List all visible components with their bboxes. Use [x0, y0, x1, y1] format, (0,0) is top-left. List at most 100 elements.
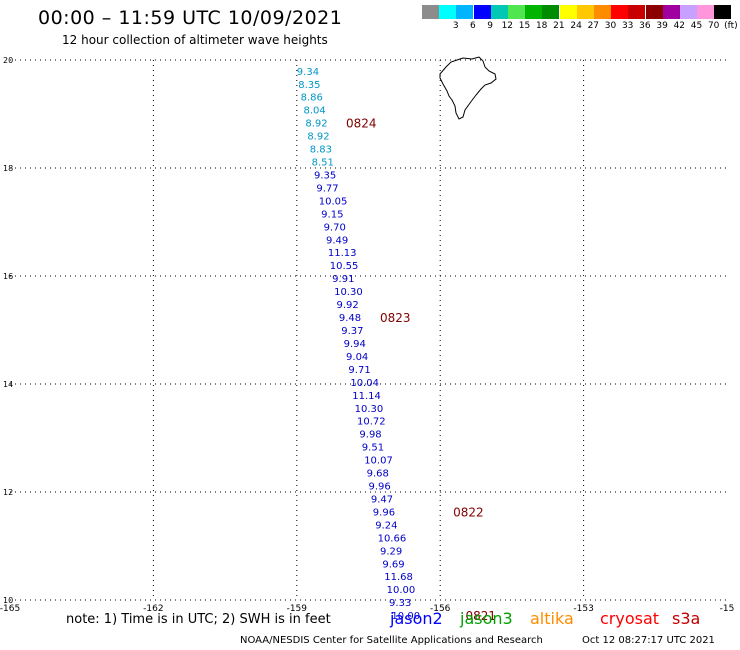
legend-swatch	[594, 5, 611, 19]
legend-label: 30	[604, 21, 617, 31]
wave-height-value: 8.86	[301, 93, 323, 104]
wave-height-value: 10.05	[319, 196, 348, 207]
lat-tick-label: 18	[3, 164, 13, 173]
wave-height-value: 9.47	[371, 494, 393, 505]
wave-height-value: 10.07	[364, 456, 393, 467]
wave-height-value: 10.66	[378, 533, 407, 544]
wave-height-value: 9.70	[324, 222, 346, 233]
credit-line: NOAA/NESDIS Center for Satellite Applica…	[240, 635, 543, 646]
wave-height-value: 9.77	[316, 183, 338, 194]
legend-label: 70	[707, 21, 720, 31]
legend-label: 3	[452, 21, 459, 31]
legend-swatch	[697, 5, 715, 19]
legend-label: 12	[501, 21, 514, 31]
satellite-name: jason3	[460, 609, 513, 628]
legend-swatch	[422, 5, 439, 19]
satellite-name: cryosat	[600, 609, 660, 628]
legend-label: 6	[470, 21, 476, 31]
wave-height-value: 10.30	[334, 287, 363, 298]
legend-label: 36	[639, 21, 651, 31]
legend-swatch	[473, 5, 491, 19]
lat-tick-label: 12	[3, 488, 13, 497]
wave-height-value: 9.92	[336, 300, 358, 311]
wave-height-value: 9.29	[380, 546, 402, 557]
legend-swatch	[680, 5, 697, 19]
legend-swatch	[525, 5, 543, 19]
legend-swatch	[628, 5, 646, 19]
satellite-name: jason2	[390, 609, 443, 628]
wave-height-value: 9.94	[344, 339, 366, 350]
wave-height-value: 9.71	[348, 365, 370, 376]
legend-swatch	[576, 5, 594, 19]
satellite-name: s3a	[672, 609, 701, 628]
wave-height-track: 9.34 8.35 8.86 8.04 8.92 8.92 8.83 8.519.35 9.77…	[297, 67, 496, 623]
lon-tick-label: -15	[720, 604, 735, 614]
legend-swatch	[490, 5, 508, 19]
wave-height-value: 10.30	[355, 404, 384, 415]
legend-label: 27	[587, 21, 600, 31]
wave-height-value: 8.92	[307, 132, 329, 143]
lon-tick-label: -156	[430, 604, 451, 614]
legend-label: 33	[621, 21, 634, 31]
lat-lon-grid	[10, 59, 727, 601]
legend-swatch	[662, 5, 680, 19]
legend-swatch	[508, 5, 525, 19]
lat-tick-label: 20	[3, 56, 13, 65]
pass-time-label: 0821	[466, 609, 497, 623]
legend-swatch	[542, 5, 560, 19]
wave-height-value: 10.55	[330, 261, 359, 272]
pass-time-label: 0823	[380, 311, 411, 325]
lon-tick-label: -165	[0, 604, 20, 614]
legend-swatch	[714, 5, 732, 19]
wave-height-value: 9.35	[314, 170, 336, 181]
wave-height-value: 9.15	[321, 209, 343, 220]
legend-label: 18	[535, 21, 548, 31]
legend-swatch	[559, 5, 577, 19]
legend-label: 9	[487, 21, 493, 31]
lat-tick-label: 16	[3, 272, 13, 281]
lon-tick-label: -153	[573, 604, 593, 614]
wave-height-value: 9.48	[339, 313, 361, 324]
legend-label: 15	[518, 21, 531, 31]
lon-tick-label: -162	[143, 604, 163, 614]
wave-height-value: 10.00	[391, 611, 420, 622]
wave-height-value: 9.49	[326, 235, 348, 246]
wave-height-value: 9.68	[367, 469, 389, 480]
legend-label: 45	[690, 21, 703, 31]
lat-tick-label: 10	[3, 596, 13, 605]
lon-tick-label: -159	[287, 604, 308, 614]
wave-height-value: 8.92	[305, 119, 327, 130]
legend-label: 21	[553, 21, 565, 31]
wave-height-value: 11.13	[328, 248, 357, 259]
wave-height-value: 9.51	[362, 443, 384, 454]
wave-height-value: 9.69	[382, 559, 404, 570]
wave-height-value: 9.98	[359, 430, 381, 441]
wave-height-value: 9.37	[341, 326, 363, 337]
wave-height-value: 8.83	[310, 145, 332, 156]
wave-height-value: 9.33	[389, 598, 411, 609]
wave-height-value: 10.72	[357, 417, 386, 428]
legend-swatch	[645, 5, 663, 19]
legend-swatch	[611, 5, 629, 19]
timestamp: Oct 12 08:27:17 UTC 2021	[582, 635, 715, 646]
legend-label: 39	[656, 21, 668, 31]
wave-height-value: 9.96	[373, 507, 395, 518]
legend-label: (ft)	[724, 21, 738, 31]
wave-height-value: 9.04	[346, 352, 368, 363]
satellite-name: altika	[530, 609, 574, 628]
big-island-coastline	[439, 56, 497, 120]
wave-height-value: 9.34	[297, 67, 319, 78]
lat-tick-label: 14	[3, 380, 13, 389]
footnote: note: 1) Time is in UTC; 2) SWH is in fe…	[66, 612, 331, 627]
wave-height-value: 9.91	[332, 274, 354, 285]
map-title: 00:00 – 11:59 UTC 10/09/2021	[38, 7, 343, 29]
pass-time-label: 0824	[346, 117, 377, 131]
legend-swatch	[439, 5, 457, 19]
map-subtitle: 12 hour collection of altimeter wave hei…	[62, 33, 328, 47]
wave-height-value: 10.00	[387, 585, 416, 596]
axis-tick-labels: -165 -162 -159 -156 -153 -15 20 18 16 14 12 10	[0, 56, 734, 614]
wave-height-value: 8.04	[303, 106, 325, 117]
wave-height-value: 11.68	[384, 572, 413, 583]
